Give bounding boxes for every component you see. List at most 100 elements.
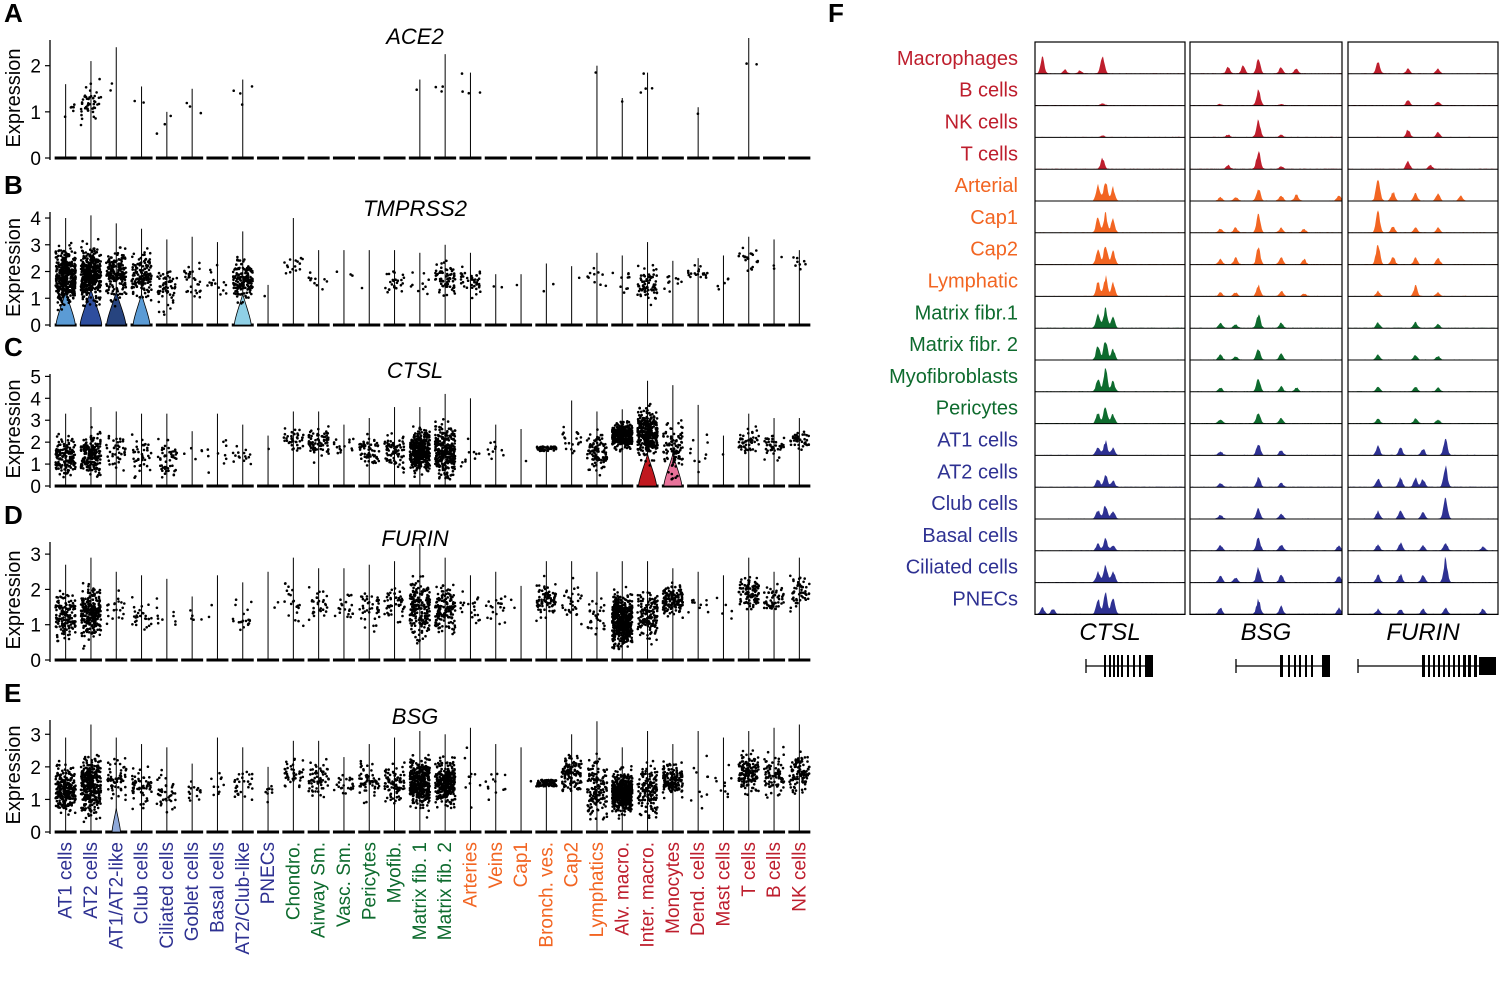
expression-point <box>351 274 354 277</box>
expression-point <box>88 89 92 92</box>
expression-point <box>212 278 215 282</box>
expression-point <box>386 453 390 457</box>
expression-point <box>88 275 91 279</box>
expression-point <box>651 263 655 267</box>
expression-point <box>670 427 673 431</box>
expression-point <box>123 247 127 250</box>
expression-point <box>598 473 602 477</box>
expression-point <box>135 440 138 443</box>
expression-point <box>144 257 148 261</box>
expression-point <box>94 296 98 300</box>
expression-point <box>207 454 210 458</box>
expression-point <box>652 425 656 428</box>
expression-point <box>449 273 452 277</box>
expression-point <box>672 447 676 450</box>
expression-point <box>121 440 125 443</box>
expression-point <box>132 457 135 461</box>
violin-23 <box>636 72 659 160</box>
expression-point <box>60 622 64 625</box>
expression-point <box>80 113 83 117</box>
expression-point <box>234 454 237 457</box>
expression-point <box>394 461 397 464</box>
expression-point <box>96 258 99 262</box>
expression-point <box>91 107 94 110</box>
expression-point <box>360 457 363 461</box>
expression-point <box>298 268 302 271</box>
expression-point <box>62 273 65 276</box>
expression-point <box>571 443 574 446</box>
expression-point <box>283 432 287 436</box>
expression-point <box>84 251 88 254</box>
expression-point <box>772 452 775 455</box>
expression-point <box>163 444 167 448</box>
expression-point <box>444 283 447 287</box>
expression-point <box>637 414 641 417</box>
expression-point <box>640 429 644 433</box>
expression-point <box>475 274 479 277</box>
y-tick-label: 0 <box>30 477 41 498</box>
expression-point <box>193 278 197 282</box>
expression-point <box>250 292 253 296</box>
expression-point <box>677 461 681 465</box>
expression-point <box>83 304 86 308</box>
expression-point <box>82 447 85 451</box>
expression-point <box>85 266 89 270</box>
expression-point <box>445 259 448 263</box>
expression-point <box>448 285 452 289</box>
expression-point <box>298 446 302 450</box>
expression-point <box>399 283 403 287</box>
expression-point <box>131 274 135 277</box>
violin-4 <box>155 111 178 160</box>
expression-point <box>420 431 424 434</box>
expression-point <box>372 455 376 458</box>
expression-point <box>62 282 65 285</box>
expression-point <box>563 436 566 439</box>
expression-point <box>667 471 670 474</box>
expression-point <box>314 438 317 442</box>
expression-point <box>413 475 416 479</box>
expression-point <box>111 285 115 289</box>
expression-point <box>470 283 474 287</box>
expression-point <box>88 273 91 277</box>
expression-point <box>166 271 169 275</box>
y-tick-label: 1 <box>30 455 41 476</box>
violin-27 <box>737 413 760 488</box>
expression-point <box>646 417 649 420</box>
expression-point <box>65 293 69 296</box>
expression-point <box>238 282 241 286</box>
expression-point <box>782 443 785 447</box>
expression-point <box>91 439 94 443</box>
expression-point <box>80 110 83 113</box>
violin-26 <box>712 255 735 327</box>
expression-point <box>66 296 70 300</box>
expression-point <box>96 455 100 458</box>
expression-point <box>420 473 424 476</box>
expression-point <box>159 464 162 468</box>
expression-point <box>385 448 389 452</box>
expression-point <box>168 293 172 296</box>
expression-point <box>122 267 126 270</box>
expression-point <box>233 268 236 271</box>
expression-point <box>626 442 629 446</box>
expression-point <box>84 276 87 280</box>
expression-point <box>666 275 669 279</box>
expression-point <box>744 443 748 447</box>
expression-point <box>800 440 804 444</box>
expression-point <box>770 434 774 438</box>
expression-point <box>309 437 313 441</box>
expression-point <box>324 441 327 445</box>
expression-point <box>92 274 95 278</box>
expression-point <box>467 451 471 454</box>
expression-point <box>58 268 62 272</box>
expression-point <box>450 288 454 291</box>
expression-point <box>637 430 641 434</box>
expression-point <box>550 446 554 450</box>
expression-point <box>452 286 456 290</box>
expression-point <box>161 294 164 298</box>
expression-point <box>132 286 136 289</box>
expression-point <box>402 276 406 280</box>
expression-point <box>423 455 427 459</box>
expression-point <box>441 463 445 466</box>
expression-point <box>62 475 65 479</box>
expression-point <box>671 477 674 480</box>
